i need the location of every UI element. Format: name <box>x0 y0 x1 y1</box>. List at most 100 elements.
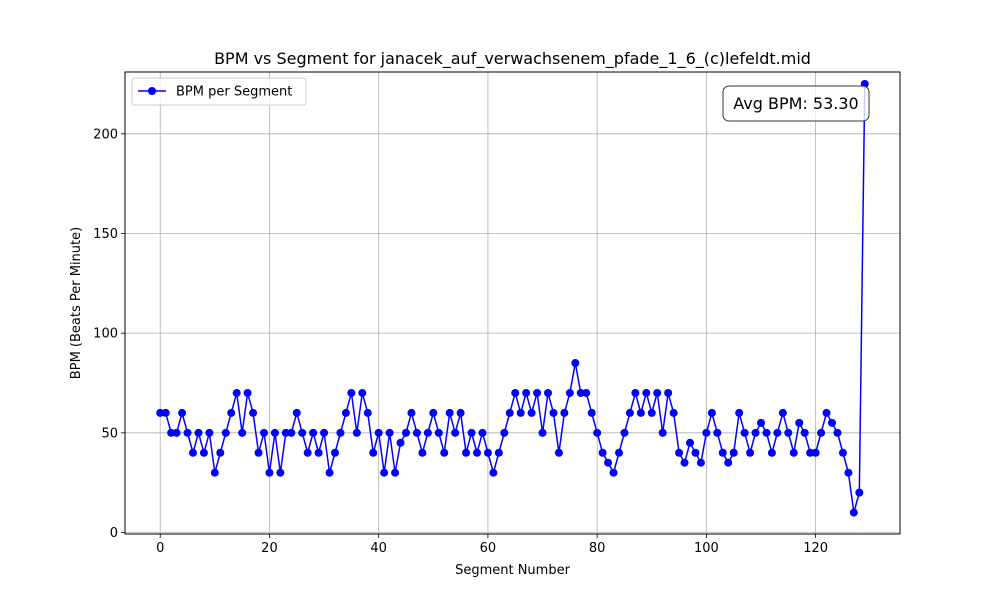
series-layer <box>156 79 869 517</box>
data-point <box>451 428 460 437</box>
y-tick-label: 100 <box>93 327 118 342</box>
series-line <box>160 83 866 514</box>
data-point <box>500 428 509 437</box>
data-point <box>598 448 607 457</box>
data-point <box>849 508 858 517</box>
data-point <box>303 448 312 457</box>
chart-title: BPM vs Segment for janacek_auf_verwachse… <box>214 49 811 69</box>
data-point <box>675 448 684 457</box>
data-point <box>412 428 421 437</box>
legend-label: BPM per Segment <box>176 85 292 100</box>
data-point <box>216 448 225 457</box>
data-point <box>724 458 733 467</box>
data-point <box>757 418 766 427</box>
data-point <box>838 448 847 457</box>
data-point <box>265 468 274 477</box>
data-point <box>227 408 236 417</box>
data-point <box>615 448 624 457</box>
data-point <box>609 468 618 477</box>
data-point <box>314 448 323 457</box>
data-point <box>740 428 749 437</box>
data-point <box>238 428 247 437</box>
data-point <box>270 428 279 437</box>
data-point <box>642 388 651 397</box>
data-point <box>696 458 705 467</box>
data-point <box>336 428 345 437</box>
data-point <box>778 408 787 417</box>
data-point <box>560 408 569 417</box>
data-point <box>533 388 542 397</box>
data-point <box>221 428 230 437</box>
data-point <box>401 428 410 437</box>
data-point <box>582 388 591 397</box>
data-point <box>478 428 487 437</box>
data-point <box>691 448 700 457</box>
data-point <box>309 428 318 437</box>
data-point <box>686 438 695 447</box>
data-point <box>784 428 793 437</box>
data-point <box>625 408 634 417</box>
plot-frame <box>124 71 901 535</box>
data-point <box>817 428 826 437</box>
data-point <box>773 428 782 437</box>
data-point <box>483 448 492 457</box>
data-point <box>352 428 361 437</box>
y-tick-label: 150 <box>93 227 118 242</box>
data-point <box>287 428 296 437</box>
data-point <box>385 428 394 437</box>
legend: BPM per Segment <box>131 77 307 106</box>
data-point <box>822 408 831 417</box>
data-point <box>620 428 629 437</box>
data-point <box>178 408 187 417</box>
data-point <box>833 428 842 437</box>
x-tick-label: 20 <box>261 541 278 556</box>
x-tick-label: 0 <box>156 541 164 556</box>
data-point <box>664 388 673 397</box>
data-point <box>489 468 498 477</box>
legend-box <box>131 77 307 106</box>
data-point <box>718 448 727 457</box>
data-point <box>554 448 563 457</box>
data-point <box>161 408 170 417</box>
data-point <box>194 428 203 437</box>
data-point <box>418 448 427 457</box>
data-point <box>789 448 798 457</box>
data-point <box>456 408 465 417</box>
data-point <box>369 448 378 457</box>
data-point <box>210 468 219 477</box>
data-point <box>762 428 771 437</box>
data-point <box>505 408 514 417</box>
data-point <box>713 428 722 437</box>
data-point <box>380 468 389 477</box>
data-point <box>522 388 531 397</box>
x-axis-label: Segment Number <box>455 563 571 578</box>
data-point <box>593 428 602 437</box>
data-point <box>735 408 744 417</box>
data-point <box>494 448 503 457</box>
x-tick-label: 80 <box>589 541 606 556</box>
data-point <box>844 468 853 477</box>
data-point <box>828 418 837 427</box>
data-point <box>746 448 755 457</box>
data-point <box>407 408 416 417</box>
data-point <box>276 468 285 477</box>
data-point <box>472 448 481 457</box>
data-point <box>254 448 263 457</box>
data-point <box>658 428 667 437</box>
legend-marker-swatch <box>148 87 156 95</box>
data-point <box>800 428 809 437</box>
data-point <box>795 418 804 427</box>
data-point <box>511 388 520 397</box>
data-point <box>341 408 350 417</box>
data-point <box>363 408 372 417</box>
data-point <box>347 388 356 397</box>
data-point <box>604 458 613 467</box>
data-point <box>183 428 192 437</box>
data-point <box>423 428 432 437</box>
data-point <box>320 428 329 437</box>
data-point <box>571 359 580 368</box>
data-point <box>292 408 301 417</box>
data-point <box>653 388 662 397</box>
y-tick-label: 50 <box>101 426 118 441</box>
data-point <box>751 428 760 437</box>
